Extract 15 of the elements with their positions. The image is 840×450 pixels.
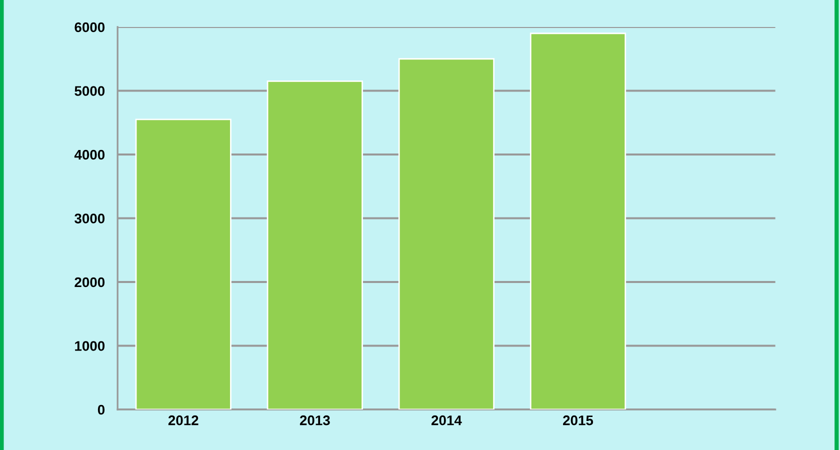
x-tick-label: 2012 [168, 415, 198, 426]
x-tick-label: 2014 [431, 415, 462, 426]
bar [266, 80, 363, 410]
bar [135, 118, 232, 410]
y-tick-label: 0 [98, 404, 105, 415]
y-tick-label: 2000 [74, 277, 105, 288]
y-tick-label: 6000 [74, 22, 105, 32]
bar [398, 58, 495, 410]
y-tick-label: 5000 [74, 86, 105, 96]
x-tick-label: 2015 [563, 415, 594, 426]
y-tick-label: 3000 [74, 214, 105, 224]
y-tick-label: 4000 [74, 150, 105, 160]
bar [530, 32, 626, 410]
x-tick-label: 2013 [300, 415, 330, 426]
y-tick-label: 1000 [75, 341, 105, 351]
